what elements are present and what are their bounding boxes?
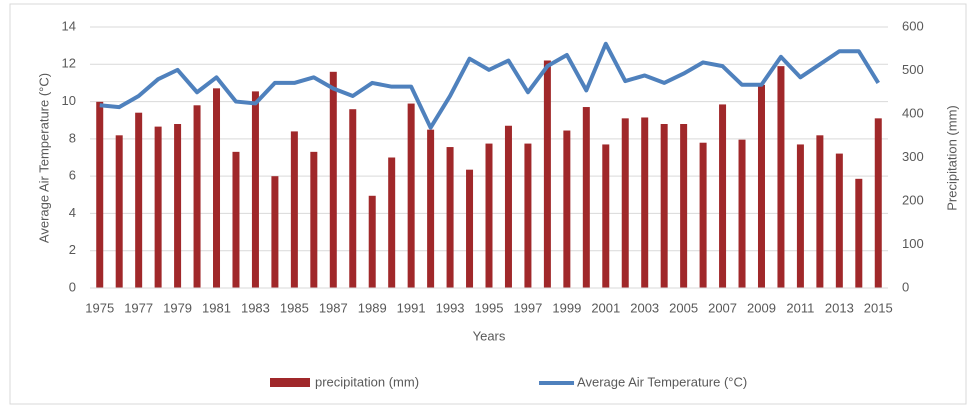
x-tick-label: 2009 xyxy=(747,300,776,315)
bar xyxy=(427,129,435,288)
bar xyxy=(368,195,376,288)
y-tick-label: 0 xyxy=(69,279,76,294)
x-tick-label: 1981 xyxy=(202,300,231,315)
bar xyxy=(816,135,824,288)
bar xyxy=(582,107,590,288)
bar xyxy=(388,157,396,288)
y2-tick-label: 200 xyxy=(902,192,924,207)
bar xyxy=(835,153,843,288)
bar xyxy=(407,103,415,288)
bar xyxy=(874,118,882,288)
x-tick-label: 1977 xyxy=(124,300,153,315)
bar xyxy=(466,169,474,288)
x-tick-label: 1975 xyxy=(85,300,114,315)
legend-swatch xyxy=(270,378,310,387)
x-tick-label: 1995 xyxy=(475,300,504,315)
x-tick-label: 1991 xyxy=(397,300,426,315)
x-tick-label: 1983 xyxy=(241,300,270,315)
x-tick-label: 2015 xyxy=(864,300,893,315)
y2-tick-label: 500 xyxy=(902,62,924,77)
y-tick-label: 8 xyxy=(69,130,76,145)
legend-label: precipitation (mm) xyxy=(315,374,419,389)
bar xyxy=(174,124,182,288)
y-axis-title: Average Air Temperature (°C) xyxy=(36,73,51,243)
bar xyxy=(271,176,279,288)
bar xyxy=(485,143,493,288)
x-tick-label: 2007 xyxy=(708,300,737,315)
bar xyxy=(115,135,123,288)
legend-label: Average Air Temperature (°C) xyxy=(577,374,747,389)
bar xyxy=(290,131,298,288)
y-tick-label: 4 xyxy=(69,205,76,220)
x-tick-label: 1993 xyxy=(436,300,465,315)
line xyxy=(99,41,880,130)
bar xyxy=(232,151,240,288)
x-tick-label: 1997 xyxy=(513,300,542,315)
x-tick-label: 1979 xyxy=(163,300,192,315)
bar xyxy=(504,125,512,289)
y2-tick-label: 100 xyxy=(902,236,924,251)
bar xyxy=(543,60,551,289)
bar xyxy=(524,143,532,288)
bar xyxy=(738,139,746,288)
bar xyxy=(96,101,104,288)
x-tick-label: 2013 xyxy=(825,300,854,315)
bar xyxy=(329,71,337,289)
bar xyxy=(777,66,785,289)
bar xyxy=(349,109,357,288)
y-tick-label: 6 xyxy=(69,168,76,183)
y2-tick-label: 0 xyxy=(902,279,909,294)
x-tick-label: 1999 xyxy=(552,300,581,315)
y2-axis-title: Precipitation (mm) xyxy=(944,105,959,210)
bar xyxy=(699,142,707,288)
x-tick-label: 1989 xyxy=(358,300,387,315)
bar xyxy=(602,144,610,288)
y-tick-label: 2 xyxy=(69,242,76,257)
bar xyxy=(446,147,454,288)
x-tick-label: 2011 xyxy=(786,300,814,315)
bar xyxy=(154,126,162,289)
x-axis-title: Years xyxy=(473,328,506,343)
x-tick-label: 2001 xyxy=(591,300,620,315)
x-tick-label: 1985 xyxy=(280,300,309,315)
bar xyxy=(135,112,143,288)
bar xyxy=(621,118,629,288)
y-tick-label: 12 xyxy=(62,56,76,71)
bar xyxy=(796,144,804,288)
bar xyxy=(310,151,318,288)
bar xyxy=(251,91,259,288)
y2-tick-label: 400 xyxy=(902,105,924,120)
x-tick-label: 2005 xyxy=(669,300,698,315)
bar xyxy=(193,105,201,288)
y-tick-label: 10 xyxy=(62,93,76,108)
y2-tick-label: 600 xyxy=(902,18,924,33)
bar xyxy=(719,104,727,289)
bar xyxy=(660,124,668,288)
x-tick-label: 1987 xyxy=(319,300,348,315)
bar xyxy=(680,124,688,288)
y2-tick-label: 300 xyxy=(902,149,924,164)
bar xyxy=(213,88,221,289)
bar xyxy=(855,178,863,288)
y-tick-label: 14 xyxy=(62,18,76,33)
bar xyxy=(563,130,571,288)
x-tick-label: 2003 xyxy=(630,300,659,315)
bar xyxy=(757,84,765,288)
bar xyxy=(641,117,649,288)
